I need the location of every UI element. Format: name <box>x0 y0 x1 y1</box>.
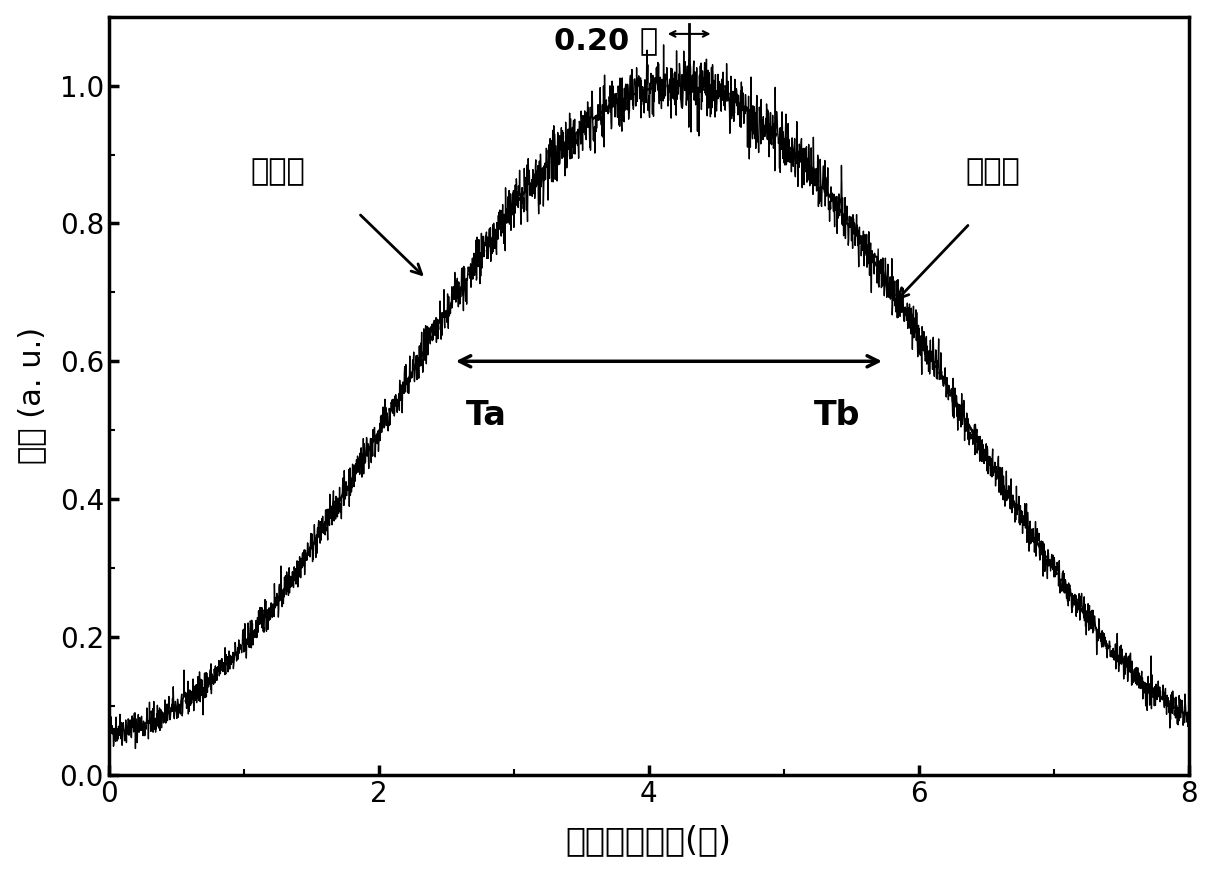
X-axis label: 调制信号时间(秒): 调制信号时间(秒) <box>566 824 732 857</box>
Text: Tb: Tb <box>815 399 861 432</box>
Text: 信号光: 信号光 <box>250 157 305 186</box>
Text: 参考光: 参考光 <box>966 157 1021 186</box>
Y-axis label: 光强 (a. u.): 光强 (a. u.) <box>17 327 46 464</box>
Text: 0.20 秒: 0.20 秒 <box>554 26 658 55</box>
Text: Ta: Ta <box>466 399 507 432</box>
